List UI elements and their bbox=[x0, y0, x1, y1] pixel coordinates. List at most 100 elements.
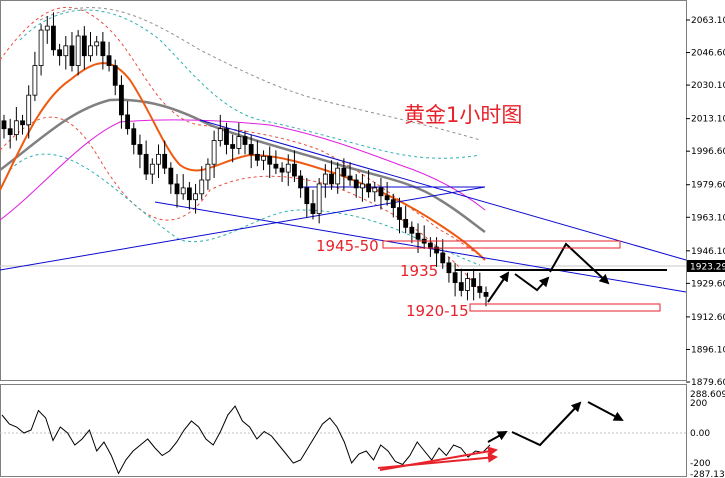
zone-high-label: 1945-50 bbox=[316, 237, 379, 255]
candle-body bbox=[205, 163, 211, 181]
price-tick-label: 1912.60 bbox=[691, 313, 725, 323]
candle-body bbox=[69, 45, 75, 66]
candle-body bbox=[131, 128, 137, 145]
candle-body bbox=[353, 179, 359, 189]
candle-body bbox=[106, 55, 112, 66]
oscillator-red-arrow-2 bbox=[379, 446, 498, 471]
candle-body bbox=[112, 65, 118, 86]
candle-body bbox=[465, 278, 470, 291]
candle-body bbox=[434, 246, 439, 254]
candle-body bbox=[143, 153, 149, 175]
moving-average-orange bbox=[0, 62, 486, 261]
projection-path-main-2 bbox=[514, 273, 550, 292]
candle-body bbox=[180, 187, 186, 195]
candle-body bbox=[26, 94, 32, 126]
candle-body bbox=[440, 252, 446, 264]
oscillator-tick-label: -200 bbox=[690, 459, 711, 469]
candle-body bbox=[44, 25, 50, 31]
candle-body bbox=[168, 167, 174, 185]
candle-body bbox=[415, 232, 421, 240]
oscillator-axis: 288.6095200 0.00 -200-287.131 bbox=[690, 390, 725, 478]
current-price-label: 1923.29 bbox=[690, 263, 725, 273]
candle-body bbox=[409, 226, 415, 234]
candle-body bbox=[57, 49, 63, 57]
candle-body bbox=[341, 167, 347, 177]
candle-body bbox=[75, 35, 81, 66]
candle-body bbox=[427, 242, 433, 248]
price-tick-label: 2030.10 bbox=[691, 81, 725, 91]
candle-body bbox=[347, 175, 353, 181]
candle-body bbox=[378, 187, 384, 197]
moving-average-gray bbox=[0, 98, 486, 234]
price-tick-label: 1946.10 bbox=[691, 247, 725, 257]
candle-body bbox=[174, 183, 180, 195]
zone-low-label: 1920-15 bbox=[406, 302, 469, 320]
candle-body bbox=[446, 262, 452, 274]
candle-body bbox=[273, 163, 279, 169]
candle-body bbox=[51, 25, 56, 51]
zone-low-box bbox=[469, 303, 661, 312]
candle-body bbox=[322, 173, 328, 185]
candle-body bbox=[217, 128, 223, 141]
candle-body bbox=[452, 272, 458, 283]
candle-body bbox=[316, 183, 322, 214]
candle-body bbox=[119, 84, 124, 116]
candle-body bbox=[483, 292, 489, 297]
candle-body bbox=[137, 144, 143, 155]
candle-body bbox=[366, 183, 371, 193]
candle-body bbox=[372, 187, 378, 193]
candle-body bbox=[32, 65, 38, 96]
candle-body bbox=[156, 153, 161, 165]
candle-body bbox=[94, 41, 100, 47]
candle-body bbox=[224, 128, 229, 145]
candle-body bbox=[335, 167, 341, 185]
candle-body bbox=[193, 193, 198, 201]
candle-body bbox=[230, 144, 236, 149]
candle-body bbox=[248, 144, 254, 155]
trend-lines bbox=[0, 119, 687, 293]
candle-body bbox=[279, 167, 285, 173]
price-tick-label: 1929.60 bbox=[691, 279, 725, 289]
candle-body bbox=[7, 128, 13, 136]
candle-body bbox=[199, 179, 205, 195]
candle-body bbox=[100, 41, 106, 57]
candle-body bbox=[458, 282, 464, 291]
candle-body bbox=[149, 163, 155, 175]
candle-body bbox=[310, 203, 316, 214]
candle-body bbox=[298, 175, 304, 189]
candle-body bbox=[186, 187, 192, 201]
candle-body bbox=[38, 29, 44, 66]
chart-title: 黄金1小时图 bbox=[404, 103, 522, 127]
candle-body bbox=[125, 114, 130, 130]
projection-path-main-3 bbox=[549, 242, 610, 285]
oscillator-panel bbox=[0, 384, 687, 477]
moving-average-magenta bbox=[0, 119, 486, 221]
candle-body bbox=[63, 45, 69, 57]
candle-body bbox=[477, 286, 483, 293]
zone-high-box bbox=[382, 240, 621, 249]
price-tick-label: 2063.10 bbox=[691, 16, 725, 26]
projection-path-main bbox=[487, 271, 510, 303]
price-tick-label: 2013.10 bbox=[691, 115, 725, 125]
candle-body bbox=[1, 120, 7, 130]
oscillator-tick-label: 288.6095 bbox=[690, 390, 725, 400]
oscillator-projection-2 bbox=[511, 401, 582, 447]
oscillator-projection-1 bbox=[487, 431, 508, 443]
candle-body bbox=[261, 155, 266, 161]
candle-body bbox=[292, 163, 297, 177]
candle-body bbox=[397, 207, 402, 220]
price-tick-label: 1879.60 bbox=[691, 378, 725, 388]
candle-body bbox=[162, 153, 168, 169]
candle-body bbox=[285, 163, 291, 173]
candle-body bbox=[88, 45, 93, 57]
candle-body bbox=[236, 136, 242, 149]
candle-body bbox=[254, 153, 260, 161]
candle-body bbox=[471, 278, 477, 287]
level-mid-label: 1935 bbox=[400, 262, 438, 280]
candle-body bbox=[267, 155, 273, 165]
candle-body bbox=[384, 195, 390, 201]
oscillator-line bbox=[1, 405, 491, 475]
current-price-tag bbox=[687, 260, 725, 272]
candle-body bbox=[390, 199, 396, 209]
